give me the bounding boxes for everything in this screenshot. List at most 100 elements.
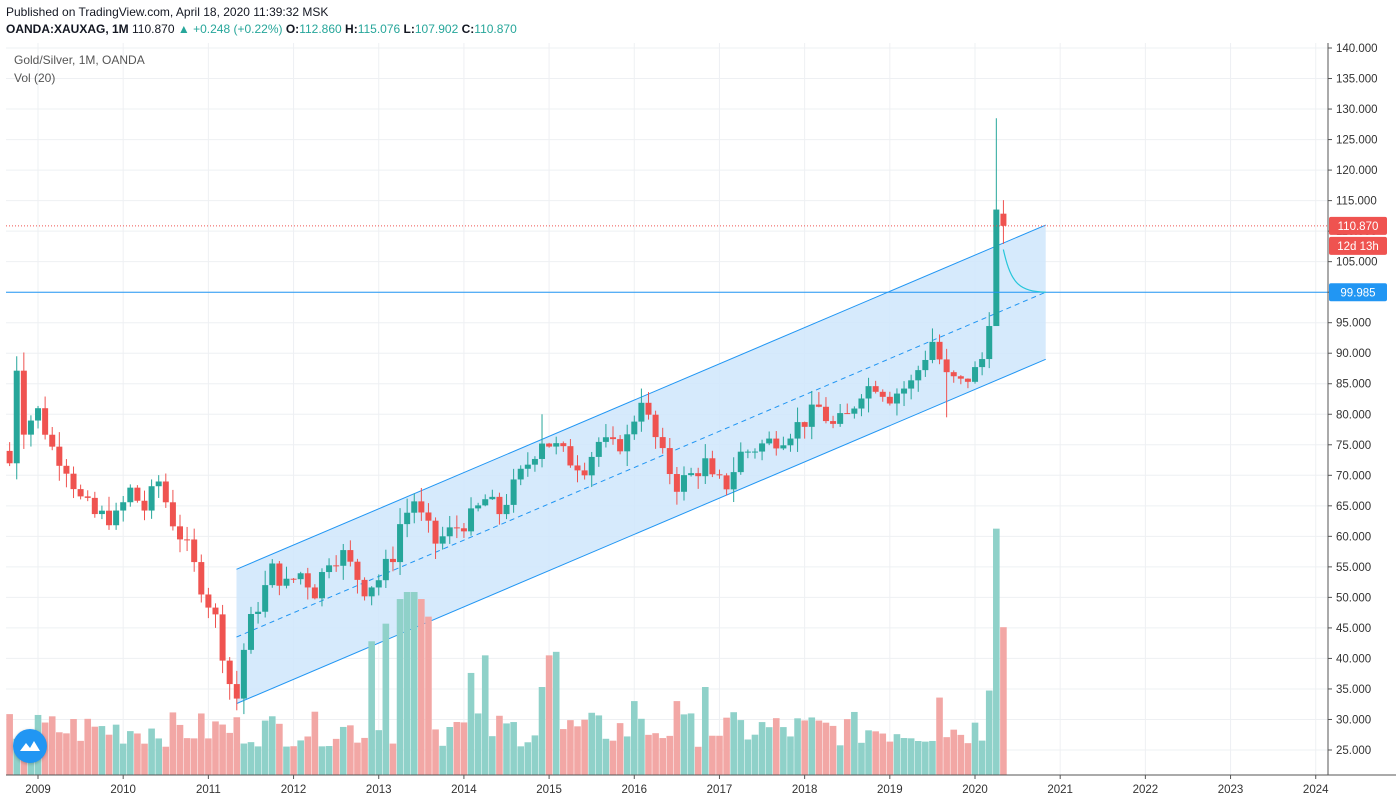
close-label: C: [461,22,475,36]
time-tick-label: 2015 [536,784,562,796]
price-tick-label: 65.000 [1336,501,1371,513]
candle-body [751,451,758,453]
price-tick-label: 45.000 [1336,623,1371,635]
candle-body [553,443,560,447]
volume-bar [574,726,581,775]
candle-body [219,614,226,661]
volume-bar [382,623,390,775]
volume-bar [325,746,333,775]
axes[interactable]: 140.000 135.000 130.000 125.000 120.000 115.0… [6,43,1396,796]
volume-bar [581,719,588,775]
candle-body [318,572,325,599]
time-tick-label: 2018 [792,784,818,796]
candle-body [936,341,943,360]
volume-bar [162,746,170,775]
volume-bar [538,687,546,775]
candle-body [546,443,553,447]
regression-channel[interactable] [236,224,1046,705]
candle-body [255,611,262,615]
price-tick-label: 85.000 [1336,379,1371,391]
series-legend[interactable]: Gold/Silver, 1M, OANDA [14,53,145,67]
candle-body [233,684,240,699]
candle-body [574,465,581,471]
candle-body [20,370,27,435]
volume-bar [822,722,830,775]
price-tick-label: 105.000 [1336,257,1378,269]
volume-legend[interactable]: Vol (20) [14,71,55,85]
candle-body [929,341,936,360]
price-change: +0.248 (+0.22%) [193,22,283,36]
candle-body [63,465,70,474]
candle-body [27,420,34,435]
channel-fill [236,225,1046,704]
volume-bar [311,711,319,775]
volume-bar [155,738,163,775]
volume-bar [148,728,155,775]
channel-mid-line [236,291,1046,638]
price-tick-label: 90.000 [1336,348,1371,360]
volume-bar [517,746,525,775]
candle-body [588,456,595,476]
candle-body [134,487,141,501]
volume-bar [368,641,375,775]
volume-bar [460,722,468,775]
volume-bar [481,655,489,775]
volume-bar [268,716,276,775]
price-tick-label: 140.000 [1336,43,1378,55]
candle-body [283,578,290,586]
volume-bar [680,714,688,775]
price-lines[interactable] [6,225,1328,293]
symbol-name[interactable]: OANDA:XAUXAG, 1M [6,22,129,36]
tradingview-cloud-icon[interactable] [13,729,47,763]
projection-curve [1002,249,1046,293]
candle-body [361,579,368,597]
volume-bar [595,715,603,775]
candle-body [311,587,318,599]
volume-bar [127,731,134,775]
hline-price-label: 99.985 [1340,287,1375,299]
volume-bar [56,732,63,775]
candle-body [304,573,311,588]
candle-body [695,473,702,477]
volume-bar [560,729,567,775]
candle-body [744,451,751,453]
volume-bar [886,741,894,775]
volume-bar [105,734,113,775]
volume-bar [936,697,943,775]
candle-body [375,580,382,588]
candle-body [127,487,134,503]
candle-body [830,421,837,424]
candle-body [77,489,84,497]
price-tick-label: 60.000 [1336,531,1371,543]
candle-body [468,508,475,532]
price-tick-label: 95.000 [1336,318,1371,330]
candle-body [922,359,929,371]
volume-bar [510,722,517,775]
volume-bar [474,713,482,775]
time-tick-label: 2021 [1047,784,1073,796]
candle-body [539,443,546,459]
candlesticks[interactable] [6,118,1007,715]
candle-body [631,421,638,435]
time-tick-label: 2020 [962,784,988,796]
candle-body [439,536,446,544]
volume-bar [758,722,766,775]
volume-bar [233,717,241,775]
candle-body [780,445,787,449]
candle-body [794,422,801,439]
candle-body [723,475,730,490]
candle-body [659,437,666,449]
candle-body [787,438,794,446]
volume-bar [176,724,184,775]
candle-body [13,370,20,464]
candle-body [453,527,460,529]
volume-bar [332,738,340,775]
volume-bar [77,740,84,775]
candle-body [397,524,404,563]
candle-body [879,391,886,397]
volume-bar [389,743,397,775]
volume-bar [545,655,553,775]
candle-body [496,496,503,515]
candle-body [979,359,986,368]
